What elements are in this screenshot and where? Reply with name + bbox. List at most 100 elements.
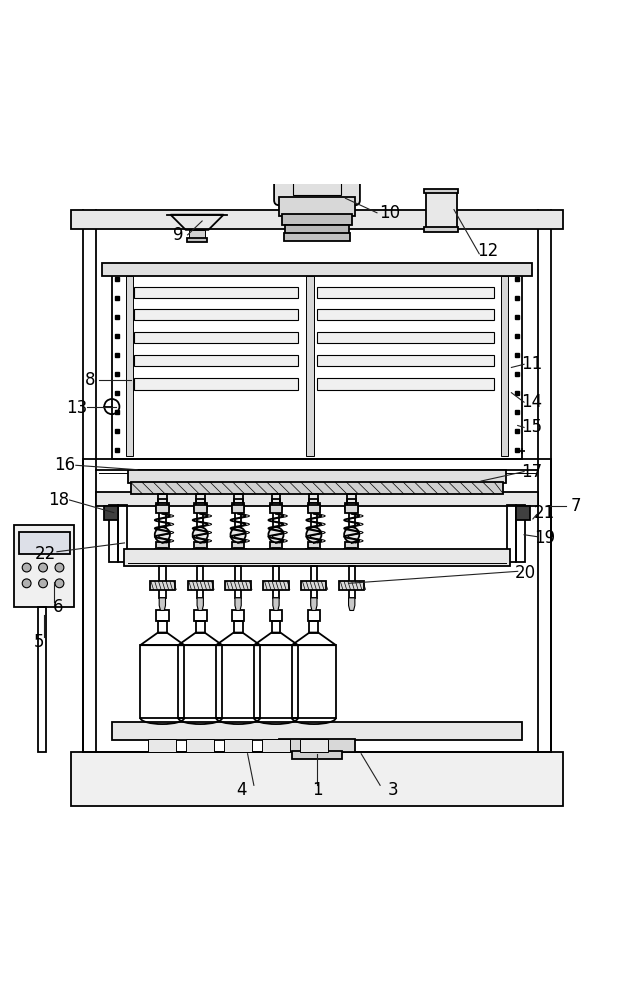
Bar	[262, 739, 290, 752]
Bar	[194, 610, 207, 621]
Bar	[346, 542, 358, 549]
Bar	[158, 494, 167, 503]
Bar	[124, 549, 510, 566]
Bar	[285, 225, 349, 234]
Bar	[292, 645, 336, 718]
Polygon shape	[159, 598, 165, 610]
Bar	[347, 499, 356, 506]
Bar	[134, 309, 298, 320]
Bar	[263, 581, 288, 590]
Bar	[227, 554, 249, 560]
Bar	[158, 548, 167, 556]
Bar	[187, 238, 207, 242]
Bar	[158, 499, 167, 506]
Text: 7: 7	[571, 497, 581, 515]
Text: 19: 19	[534, 529, 555, 547]
Bar	[269, 503, 282, 509]
Bar	[340, 554, 363, 560]
Bar	[197, 535, 204, 549]
Polygon shape	[273, 598, 279, 610]
Bar	[300, 739, 328, 752]
Circle shape	[55, 579, 64, 588]
Bar	[156, 505, 169, 513]
Bar	[197, 566, 204, 598]
Bar	[311, 566, 317, 598]
Bar	[134, 355, 298, 366]
Text: 5: 5	[34, 633, 44, 651]
Polygon shape	[197, 598, 204, 610]
Bar	[273, 535, 279, 549]
Circle shape	[268, 527, 283, 542]
Bar	[102, 263, 532, 276]
Bar	[134, 378, 298, 390]
Circle shape	[231, 527, 245, 542]
Bar	[226, 581, 250, 590]
Bar	[235, 535, 242, 549]
Bar	[150, 581, 175, 590]
Circle shape	[22, 563, 31, 572]
Bar	[307, 542, 320, 549]
Bar	[134, 287, 298, 298]
Bar	[84, 459, 550, 752]
Bar	[279, 739, 355, 752]
Bar	[151, 554, 174, 560]
Bar	[234, 621, 243, 633]
Bar	[516, 505, 525, 562]
Bar	[317, 332, 494, 343]
Bar	[232, 610, 245, 621]
Bar	[234, 494, 243, 503]
Bar	[232, 503, 245, 509]
Bar	[271, 548, 280, 556]
Bar	[112, 722, 522, 740]
Bar	[339, 581, 365, 590]
Circle shape	[193, 527, 208, 542]
Text: 21: 21	[534, 504, 555, 522]
Bar	[268, 549, 283, 555]
Bar	[234, 548, 243, 556]
Bar	[19, 532, 70, 554]
Bar	[344, 549, 359, 555]
Bar	[196, 499, 205, 506]
Bar	[140, 645, 184, 718]
Bar	[235, 508, 242, 528]
Bar	[269, 610, 282, 621]
Bar	[156, 503, 169, 509]
Bar	[273, 566, 279, 598]
Bar	[317, 309, 494, 320]
Bar	[14, 525, 74, 607]
Text: 13: 13	[67, 399, 87, 417]
Bar	[346, 505, 358, 513]
Bar	[197, 508, 204, 528]
Bar	[224, 739, 252, 752]
Polygon shape	[349, 598, 355, 610]
Bar	[349, 508, 355, 528]
Bar	[234, 499, 243, 506]
Bar	[269, 505, 282, 513]
Bar	[311, 508, 317, 528]
Bar	[264, 554, 287, 560]
Bar	[118, 505, 127, 562]
Bar	[194, 503, 207, 509]
Bar	[194, 542, 207, 549]
Text: 3: 3	[387, 781, 398, 799]
Bar	[194, 505, 207, 513]
Bar	[347, 494, 356, 503]
Bar	[302, 554, 325, 560]
Circle shape	[39, 579, 48, 588]
Bar	[189, 554, 212, 560]
Bar	[347, 548, 356, 556]
Text: 10: 10	[379, 204, 400, 222]
Text: 17: 17	[521, 463, 542, 481]
Bar	[188, 581, 213, 590]
Bar	[178, 645, 223, 718]
Bar	[309, 548, 318, 556]
Text: 6: 6	[53, 598, 63, 616]
Bar	[426, 192, 456, 229]
Bar	[254, 645, 298, 718]
Bar	[317, 378, 494, 390]
Text: 22: 22	[35, 545, 56, 563]
Circle shape	[344, 527, 359, 542]
Bar	[307, 610, 320, 621]
Circle shape	[55, 563, 64, 572]
Text: 20: 20	[515, 564, 536, 582]
